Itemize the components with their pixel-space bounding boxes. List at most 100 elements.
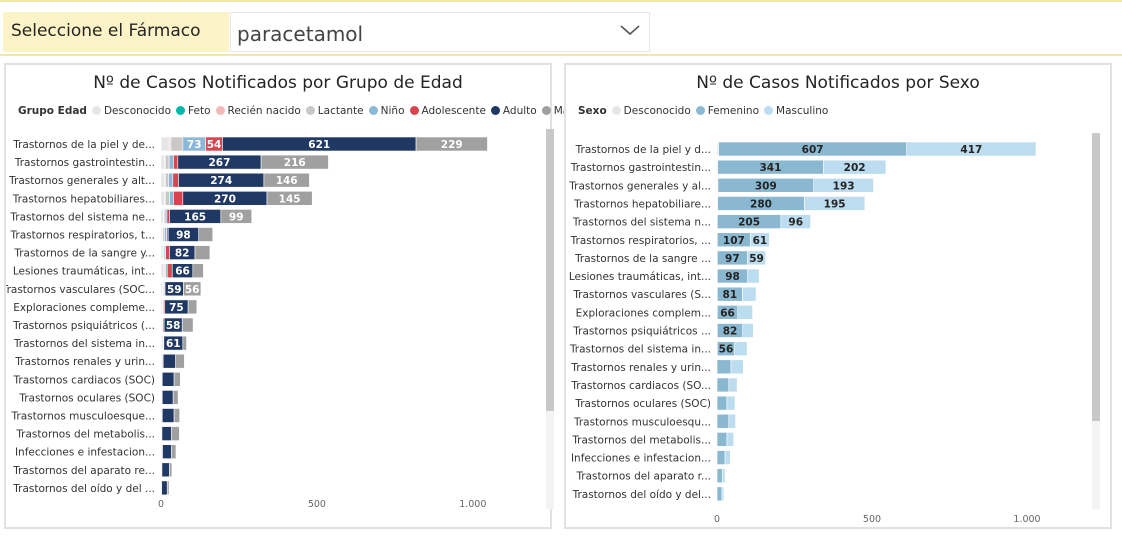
legend-item-recien-nacido[interactable]: Recién nacido (215, 105, 301, 117)
bar-segment-adulto[interactable] (161, 408, 175, 423)
data-label: 280 (750, 198, 772, 210)
bar-segment-adolescente[interactable] (173, 191, 184, 206)
bar-segment-mayor-de-65[interactable] (175, 353, 185, 369)
data-label: 267 (209, 157, 231, 169)
bar-segment-adulto[interactable] (161, 371, 175, 387)
bar-segment-desconocido[interactable] (160, 191, 166, 206)
legend-item-femenino[interactable]: Femenino (695, 105, 759, 117)
bar-segment-masculino[interactable] (724, 450, 731, 465)
bar-segment-femenino[interactable] (716, 413, 730, 429)
bar-segment-mayor-de-65[interactable] (263, 172, 310, 188)
legend-item-desconocido[interactable]: Desconocido (611, 105, 691, 117)
legend-label: Niño (380, 105, 405, 117)
bar-segment-masculino[interactable] (728, 377, 738, 393)
bar-segment-mayor-de-65[interactable] (182, 335, 187, 351)
bar-segment-femenino[interactable] (716, 450, 726, 465)
bar-segment-desconocido[interactable] (160, 209, 164, 224)
bar-segment-desconocido[interactable] (160, 172, 166, 188)
legend-item-desconocido[interactable]: Desconocido (91, 105, 171, 117)
bar-segment-adulto[interactable] (161, 390, 174, 405)
sex-chart-scrollbar[interactable] (1092, 133, 1100, 509)
bar-segment-mayor-de-65[interactable] (220, 209, 253, 224)
legend-item-masculino[interactable]: Masculino (764, 105, 828, 117)
bar-segment-masculino[interactable] (721, 486, 725, 502)
bar-segment-nino[interactable] (169, 191, 174, 206)
chevron-down-icon[interactable] (619, 21, 641, 39)
bar-segment-mayor-de-65[interactable] (166, 480, 170, 496)
bar-segment-adulto[interactable] (161, 426, 172, 441)
sex-chart-scroll-thumb[interactable] (1092, 133, 1100, 421)
bar-segment-masculino[interactable] (721, 468, 726, 484)
bar-segment-masculino[interactable] (742, 323, 754, 338)
bar-segment-femenino[interactable] (716, 468, 723, 484)
bar-segment-mayor-de-65[interactable] (415, 136, 488, 152)
bar-segment-masculino[interactable] (747, 268, 760, 284)
bar-segment-masculino[interactable] (730, 359, 744, 375)
bar-segment-lactante[interactable] (165, 154, 170, 170)
bar-segment-masculino[interactable] (906, 141, 1037, 157)
bar-segment-adolescente[interactable] (173, 154, 179, 170)
bar-segment-masculino[interactable] (750, 232, 770, 248)
bar-segment-desconocido[interactable] (160, 136, 171, 152)
bar-segment-adolescente[interactable] (165, 245, 170, 260)
bar-segment-nino[interactable] (168, 172, 174, 188)
bar-segment-mayor-de-65[interactable] (173, 408, 181, 423)
bar-segment-adulto[interactable] (161, 480, 168, 496)
bar-segment-femenino[interactable] (716, 432, 728, 447)
bar-segment-masculino[interactable] (726, 395, 736, 411)
bar-segment-masculino[interactable] (728, 413, 736, 429)
bar-segment-masculino[interactable] (747, 250, 766, 266)
bar-segment-masculino[interactable] (737, 305, 753, 320)
legend-item-feto[interactable]: Feto (176, 105, 211, 117)
bar-segment-femenino[interactable] (716, 486, 723, 502)
bar-segment-lactante[interactable] (165, 172, 169, 188)
category-label: Trastornos de la piel y d... (575, 144, 711, 156)
bar-segment-desconocido[interactable] (160, 263, 165, 278)
data-label: 98 (176, 230, 191, 242)
bar-segment-mayor-de-65[interactable] (170, 444, 177, 460)
bar-segment-mayor-de-65[interactable] (183, 281, 202, 297)
bar-segment-adulto[interactable] (161, 462, 170, 478)
x-tick-label: 1.000 (1013, 514, 1040, 525)
drug-dropdown[interactable]: paracetamol (230, 12, 650, 52)
bar-segment-nino[interactable] (168, 154, 174, 170)
bar-segment-masculino[interactable] (804, 196, 866, 211)
bar-segment-mayor-de-65[interactable] (260, 154, 329, 170)
bar-segment-mayor-de-65[interactable] (172, 390, 179, 405)
bar-segment-adulto[interactable] (162, 444, 172, 460)
bar-segment-lactante[interactable] (165, 191, 171, 206)
bar-segment-mayor-de-65[interactable] (169, 462, 173, 478)
age-chart-scroll-thumb[interactable] (546, 129, 554, 411)
bar-segment-femenino[interactable] (716, 395, 728, 411)
bar-segment-masculino[interactable] (780, 214, 811, 229)
bar-segment-mayor-de-65[interactable] (266, 191, 313, 206)
legend-item-lactante[interactable]: Lactante (305, 105, 364, 117)
bar-segment-nino[interactable] (164, 227, 167, 242)
bar-segment-mayor-de-65[interactable] (170, 426, 180, 441)
bar-segment-mayor-de-65[interactable] (187, 299, 198, 315)
category-label: Exploraciones compleme... (13, 302, 155, 314)
age-chart-scrollbar[interactable] (546, 129, 554, 509)
bar-segment-masculino[interactable] (742, 286, 757, 302)
bar-segment-mayor-de-65[interactable] (194, 245, 211, 260)
bar-segment-masculino[interactable] (726, 432, 735, 447)
bar-segment-adolescente[interactable] (172, 172, 179, 188)
legend-item-adolescente[interactable]: Adolescente (409, 105, 486, 117)
bar-segment-femenino[interactable] (716, 377, 730, 393)
bar-segment-masculino[interactable] (734, 341, 748, 356)
bar-segment-masculino[interactable] (823, 159, 887, 175)
bar-segment-adolescente[interactable] (166, 263, 173, 278)
bar-segment-masculino[interactable] (813, 178, 874, 193)
bar-segment-femenino[interactable] (716, 359, 732, 375)
bar-segment-mayor-de-65[interactable] (192, 263, 204, 278)
bar-segment-adolescente[interactable] (166, 209, 170, 224)
bar-segment-mayor-de-65[interactable] (198, 227, 214, 242)
bar-segment-mayor-de-65[interactable] (181, 317, 194, 333)
legend-item-nino[interactable]: Niño (368, 105, 405, 117)
data-label: 270 (214, 193, 236, 205)
bar-segment-adulto[interactable] (162, 353, 176, 369)
legend-item-adulto[interactable]: Adulto (490, 105, 537, 117)
bar-segment-mayor-de-65[interactable] (173, 371, 181, 387)
bar-segment-desconocido[interactable] (160, 154, 166, 170)
bar-segment-lactante[interactable] (170, 136, 184, 152)
